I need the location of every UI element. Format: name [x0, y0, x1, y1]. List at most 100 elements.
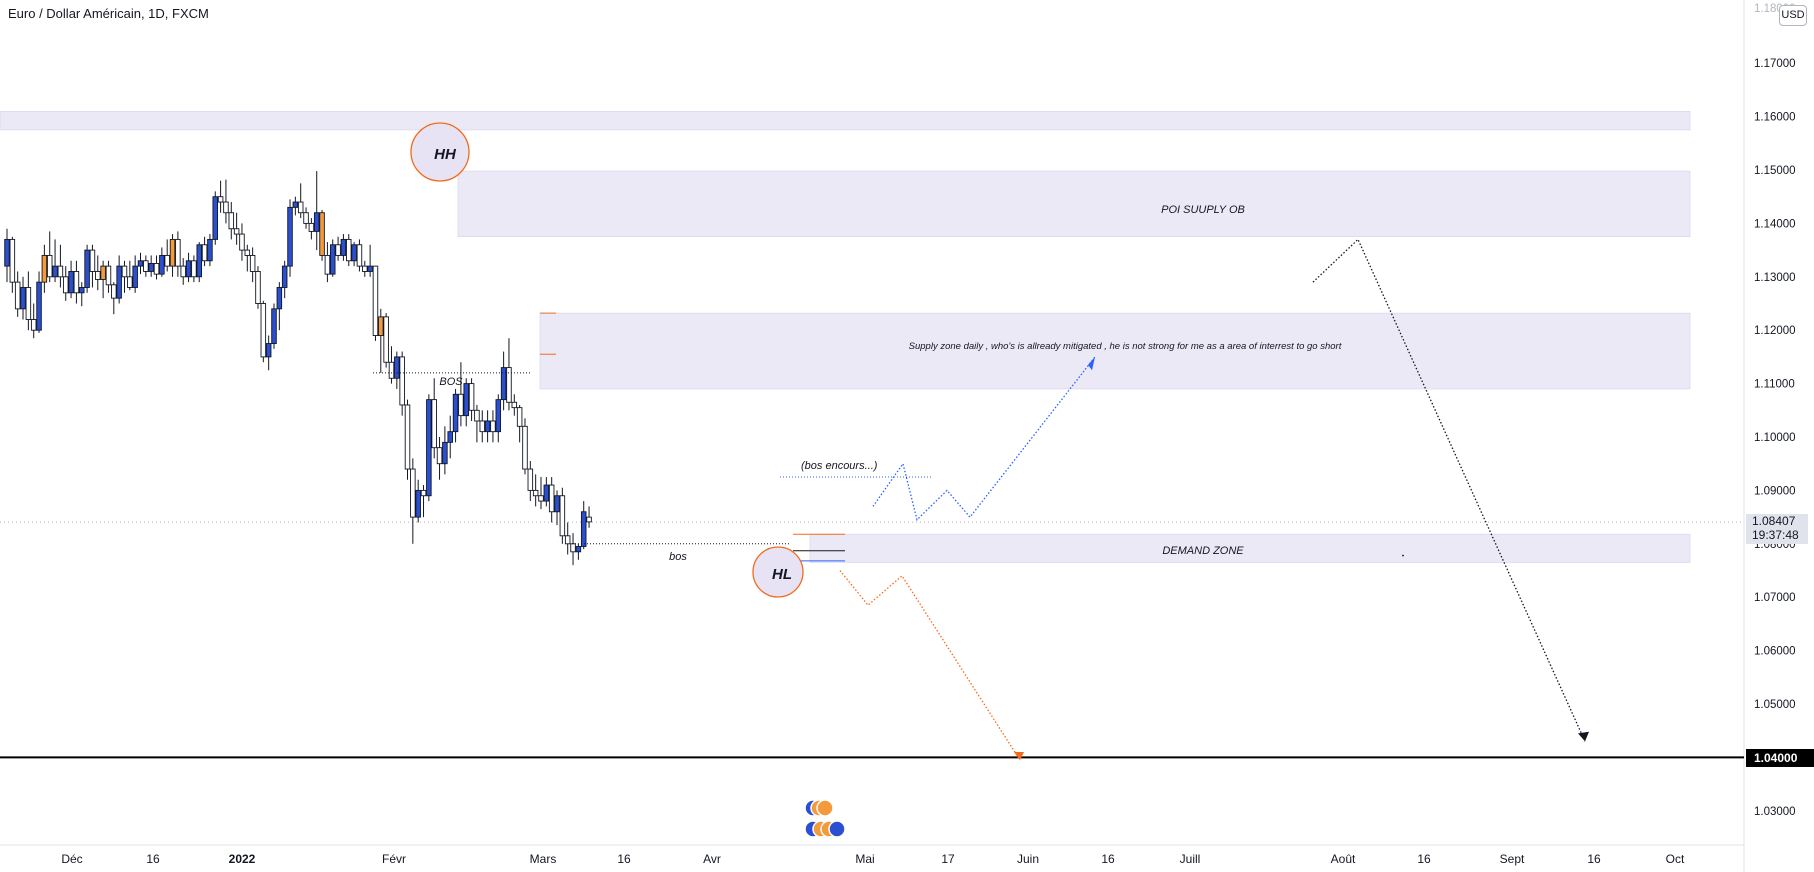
- candle-body: [153, 263, 160, 275]
- candle-body: [148, 263, 154, 272]
- bearish-arrowhead: [1014, 752, 1024, 761]
- price-tick-label: 1.10000: [1754, 432, 1796, 444]
- candle-body: [111, 284, 117, 299]
- candle-body: [580, 511, 587, 547]
- supply-note-label: Supply zone daily , who's is allready mi…: [909, 341, 1342, 352]
- drawings-layer: HH HL BOS bos POI SUUPLY OB Supply zone daily…: [0, 122, 1744, 838]
- time-tick-label: 16: [1101, 852, 1115, 866]
- candle-body: [265, 343, 272, 358]
- candle-body: [404, 404, 411, 470]
- candle-body: [4, 238, 10, 267]
- time-tick-label: 16: [1587, 852, 1601, 866]
- candle-body: [132, 265, 138, 288]
- bar-countdown: 19:37:48: [1752, 528, 1799, 542]
- candle-body: [538, 495, 544, 502]
- candle-body: [431, 399, 437, 449]
- candle-body: [223, 201, 229, 214]
- candle-body: [281, 265, 288, 288]
- candles-layer: [4, 171, 592, 566]
- candle-body: [68, 271, 74, 294]
- candle-body: [89, 249, 96, 272]
- demand-label: DEMAND ZONE: [1162, 545, 1244, 557]
- hh-label: HH: [434, 146, 457, 163]
- candle-body: [474, 409, 480, 422]
- candle-body: [564, 535, 571, 545]
- price-tick-label: 1.13000: [1754, 272, 1796, 284]
- candle-body: [340, 238, 347, 256]
- candle-body: [9, 238, 16, 283]
- zone-2: [457, 170, 1691, 238]
- price-tick-label: 1.12000: [1754, 325, 1796, 337]
- time-tick-label: Juin: [1017, 852, 1039, 866]
- time-tick-label: Mars: [530, 852, 557, 866]
- candle-body: [25, 287, 32, 320]
- bos-upper-label: BOS: [439, 376, 463, 388]
- candle-body: [532, 489, 539, 497]
- price-tick-label: 1.06000: [1754, 646, 1796, 658]
- candle-body: [292, 201, 299, 208]
- hl-label: HL: [772, 566, 792, 583]
- candle-body: [479, 420, 486, 433]
- candle-body: [287, 206, 293, 267]
- candle-body: [217, 196, 224, 203]
- currency-badge[interactable]: USD: [1779, 5, 1807, 26]
- candle-body: [127, 276, 133, 288]
- candle-body: [137, 260, 144, 267]
- candle-body: [95, 271, 101, 280]
- bullish-projection: [872, 356, 1096, 522]
- candle-body: [367, 265, 373, 272]
- candle-body: [458, 393, 464, 417]
- candle-body: [516, 407, 523, 427]
- time-tick-label: 16: [146, 852, 160, 866]
- candle-body: [143, 260, 149, 272]
- candle-body: [495, 399, 502, 433]
- grid-layer: [0, 0, 1745, 872]
- candle-body: [276, 287, 283, 310]
- event-icon: [828, 820, 846, 838]
- candle-body: [586, 516, 592, 523]
- candle-body: [313, 212, 320, 232]
- last-price-value: 1.08407: [1752, 514, 1796, 528]
- candle-body: [30, 319, 37, 331]
- candle-body: [121, 265, 128, 278]
- candle-body: [175, 238, 181, 267]
- price-tick-label: 1.07000: [1754, 592, 1796, 604]
- candle-body: [543, 484, 550, 502]
- candle-body: [410, 468, 416, 518]
- time-tick-label: 16: [1417, 852, 1431, 866]
- candle-body: [346, 238, 352, 262]
- time-tick-label: Avr: [703, 852, 721, 866]
- candle-body: [303, 212, 309, 224]
- last-price-tag: 1.08407 19:37:48: [1746, 514, 1808, 544]
- candle-body: [420, 489, 427, 497]
- time-tick-label: Mai: [855, 852, 874, 866]
- candle-body: [394, 356, 400, 379]
- candle-body: [463, 383, 469, 417]
- candle-body: [52, 265, 58, 278]
- bearish-projection: [839, 570, 1021, 761]
- poi-label: POI SUUPLY OB: [1161, 204, 1245, 216]
- candle-body: [212, 196, 219, 240]
- price-tick-label: 1.03000: [1754, 806, 1796, 818]
- candle-body: [484, 420, 491, 433]
- candle-body: [388, 361, 395, 379]
- candle-body: [41, 254, 48, 283]
- price-tick-label: 1.16000: [1754, 112, 1796, 124]
- candle-body: [57, 265, 64, 278]
- candle-body: [105, 265, 112, 286]
- candle-body: [239, 233, 245, 251]
- price-tick-label: 1.05000: [1754, 699, 1796, 711]
- candle-body: [116, 265, 122, 299]
- candle-body: [335, 244, 341, 256]
- price-tick-label: 1.09000: [1754, 485, 1796, 497]
- candle-body: [506, 367, 512, 403]
- candle-body: [500, 367, 507, 401]
- candle-body: [575, 546, 582, 553]
- candle-body: [362, 265, 368, 272]
- candle-body: [169, 238, 176, 267]
- candle-body: [207, 238, 213, 262]
- candle-body: [378, 316, 384, 336]
- candle-body: [511, 401, 518, 409]
- hh-circle: [410, 122, 470, 182]
